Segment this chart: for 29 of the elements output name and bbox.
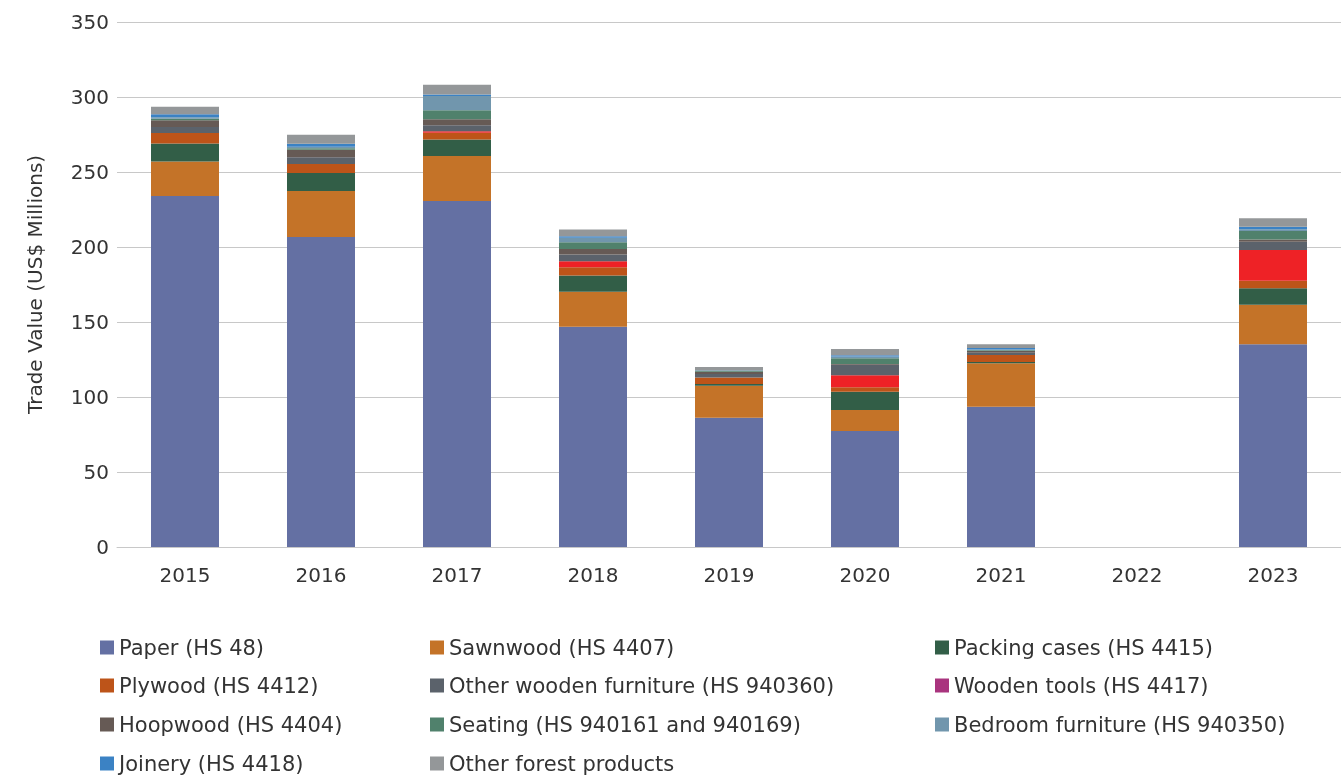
legend-label: Plywood (HS 4412) — [119, 673, 319, 698]
x-tick-label: 2019 — [703, 563, 755, 587]
y-tick-label: 0 — [96, 535, 109, 559]
y-tick-label: 350 — [70, 10, 109, 34]
legend-label: Bedroom furniture (HS 940350) — [954, 712, 1286, 737]
x-tick-label: 2022 — [1111, 563, 1163, 587]
y-tick-label: 50 — [83, 460, 109, 484]
legend-label: Joinery (HS 4418) — [117, 751, 304, 776]
y-axis-title: Trade Value (US$ Millions) — [23, 154, 47, 416]
legend-label: Other forest products — [449, 751, 675, 776]
y-tick-label: 150 — [70, 310, 109, 334]
x-tick-label: 2017 — [431, 563, 483, 587]
x-tick-label: 2016 — [295, 563, 347, 587]
legend-label: Paper (HS 48) — [119, 635, 265, 660]
legend-label: Other wooden furniture (HS 940360) — [449, 673, 835, 698]
x-tick-label: 2020 — [839, 563, 891, 587]
y-tick-label: 300 — [70, 85, 109, 109]
legend-label: Seating (HS 940161 and 940169) — [449, 712, 801, 737]
x-tick-label: 2018 — [567, 563, 619, 587]
legend-label: Hoopwood (HS 4404) — [119, 712, 343, 737]
legend-label: Wooden tools (HS 4417) — [954, 673, 1209, 698]
legend-label: Packing cases (HS 4415) — [954, 635, 1213, 660]
x-tick-label: 2015 — [159, 563, 211, 587]
legend-label: Sawnwood (HS 4407) — [449, 635, 675, 660]
y-tick-label: 100 — [70, 385, 109, 409]
x-tick-label: 2023 — [1247, 563, 1299, 587]
x-tick-label: 2021 — [975, 563, 1027, 587]
y-tick-label: 250 — [70, 160, 109, 184]
y-tick-label: 200 — [70, 235, 109, 259]
